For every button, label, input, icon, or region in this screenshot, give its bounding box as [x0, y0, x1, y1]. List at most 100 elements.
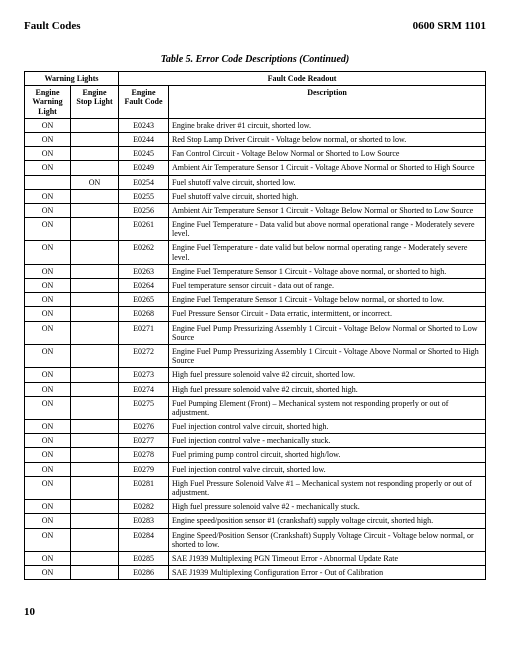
table-row: ON E0261Engine Fuel Temperature - Data va… [25, 218, 486, 241]
table-row: ONE0285SAE J1939 Multiplexing PGN Timeou… [25, 551, 486, 565]
cell-c4: Fuel injection control valve circuit, sh… [169, 420, 486, 434]
table-row: ON E0282High fuel pressure solenoid valve… [25, 500, 486, 514]
table-row: ONE0272Engine Fuel Pump Pressurizing Ass… [25, 344, 486, 367]
cell-c1: ON [25, 218, 71, 241]
table-row: ON E0277Fuel injection control valve - me… [25, 434, 486, 448]
cell-c1: ON [25, 434, 71, 448]
cell-c3: E0263 [119, 264, 169, 278]
cell-c2 [71, 307, 119, 321]
table-row: ONE0245Fan Control Circuit - Voltage Bel… [25, 147, 486, 161]
cell-c3: E0256 [119, 203, 169, 217]
cell-c4: Engine Fuel Pump Pressurizing Assembly 1… [169, 344, 486, 367]
cell-c4: Fan Control Circuit - Voltage Below Norm… [169, 147, 486, 161]
cell-c2 [71, 279, 119, 293]
cell-c1: ON [25, 344, 71, 367]
table-title: Table 5. Error Code Descriptions (Contin… [24, 54, 486, 65]
cell-c4: Engine Fuel Temperature - Data valid but… [169, 218, 486, 241]
cell-c3: E0282 [119, 500, 169, 514]
cell-c3: E0268 [119, 307, 169, 321]
cell-c3: E0243 [119, 118, 169, 132]
cell-c1: ON [25, 132, 71, 146]
cell-c2 [71, 476, 119, 499]
cell-c1: ON [25, 514, 71, 528]
cell-c4: Fuel temperature sensor circuit - data o… [169, 279, 486, 293]
cell-c2 [71, 147, 119, 161]
cell-c4: High fuel pressure solenoid valve #2 - m… [169, 500, 486, 514]
cell-c1: ON [25, 241, 71, 264]
table-row: ONE0264Fuel temperature sensor circuit -… [25, 279, 486, 293]
header-right: 0600 SRM 1101 [413, 20, 486, 32]
cell-c1: ON [25, 118, 71, 132]
cell-c3: E0274 [119, 382, 169, 396]
cell-c3: E0271 [119, 321, 169, 344]
cell-c2 [71, 368, 119, 382]
cell-c1: ON [25, 264, 71, 278]
table-row: ONE0273High fuel pressure solenoid valve… [25, 368, 486, 382]
cell-c2 [71, 218, 119, 241]
col-description: Description [169, 86, 486, 119]
table-row: ONE0255Fuel shutoff valve circuit, short… [25, 189, 486, 203]
cell-c4: Fuel Pumping Element (Front) – Mechanica… [169, 396, 486, 419]
cell-c2 [71, 528, 119, 551]
cell-c2 [71, 132, 119, 146]
table-row: ON E0278Fuel priming pump control circuit… [25, 448, 486, 462]
table-row: ON E0243Engine brake driver #1 circuit, s… [25, 118, 486, 132]
cell-c1: ON [25, 368, 71, 382]
cell-c4: Engine Speed/Position Sensor (Crankshaft… [169, 528, 486, 551]
cell-c2 [71, 566, 119, 580]
table-row: ONE0265Engine Fuel Temperature Sensor 1 … [25, 293, 486, 307]
cell-c3: E0286 [119, 566, 169, 580]
cell-c1: ON [25, 476, 71, 499]
cell-c1: ON [25, 293, 71, 307]
cell-c3: E0244 [119, 132, 169, 146]
cell-c3: E0264 [119, 279, 169, 293]
cell-c3: E0261 [119, 218, 169, 241]
table-row: ONE0271Engine Fuel Pump Pressurizing Ass… [25, 321, 486, 344]
cell-c4: Fuel injection control valve - mechanica… [169, 434, 486, 448]
col-group-fault-code-readout: Fault Code Readout [119, 72, 486, 86]
table-row: ONE0262Engine Fuel Temperature - date va… [25, 241, 486, 264]
cell-c4: Engine brake driver #1 circuit, shorted … [169, 118, 486, 132]
cell-c3: E0276 [119, 420, 169, 434]
cell-c2 [71, 462, 119, 476]
table-row: ONE0284Engine Speed/Position Sensor (Cra… [25, 528, 486, 551]
cell-c1: ON [25, 448, 71, 462]
cell-c4: SAE J1939 Multiplexing PGN Timeout Error… [169, 551, 486, 565]
cell-c1: ON [25, 566, 71, 580]
table-row: ONE0268Fuel Pressure Sensor Circuit - Da… [25, 307, 486, 321]
table-row: ONE0249Ambient Air Temperature Sensor 1 … [25, 161, 486, 175]
table-row: ON E0286SAE J1939 Multiplexing Configurat… [25, 566, 486, 580]
table-row: ONE0279Fuel injection control valve circ… [25, 462, 486, 476]
cell-c2 [71, 344, 119, 367]
table-row: ONE0263Engine Fuel Temperature Sensor 1 … [25, 264, 486, 278]
cell-c2 [71, 293, 119, 307]
cell-c1: ON [25, 462, 71, 476]
cell-c3: E0278 [119, 448, 169, 462]
cell-c1: ON [25, 500, 71, 514]
cell-c2 [71, 321, 119, 344]
cell-c3: E0249 [119, 161, 169, 175]
cell-c2 [71, 514, 119, 528]
cell-c1: ON [25, 528, 71, 551]
cell-c4: Ambient Air Temperature Sensor 1 Circuit… [169, 161, 486, 175]
cell-c1: ON [25, 147, 71, 161]
cell-c4: High fuel pressure solenoid valve #2 cir… [169, 382, 486, 396]
cell-c4: SAE J1939 Multiplexing Configuration Err… [169, 566, 486, 580]
cell-c1: ON [25, 396, 71, 419]
cell-c2 [71, 396, 119, 419]
cell-c3: E0283 [119, 514, 169, 528]
cell-c1: ON [25, 420, 71, 434]
cell-c1 [25, 175, 71, 189]
cell-c2 [71, 420, 119, 434]
col-engine-warning-light: Engine Warning Light [25, 86, 71, 119]
cell-c2 [71, 203, 119, 217]
cell-c4: Fuel priming pump control circuit, short… [169, 448, 486, 462]
table-row: ONE0283Engine speed/position sensor #1 (… [25, 514, 486, 528]
cell-c3: E0275 [119, 396, 169, 419]
cell-c3: E0277 [119, 434, 169, 448]
table-row: ONE0256Ambient Air Temperature Sensor 1 … [25, 203, 486, 217]
cell-c4: Fuel shutoff valve circuit, shorted low. [169, 175, 486, 189]
cell-c2 [71, 264, 119, 278]
cell-c2 [71, 382, 119, 396]
cell-c2 [71, 189, 119, 203]
